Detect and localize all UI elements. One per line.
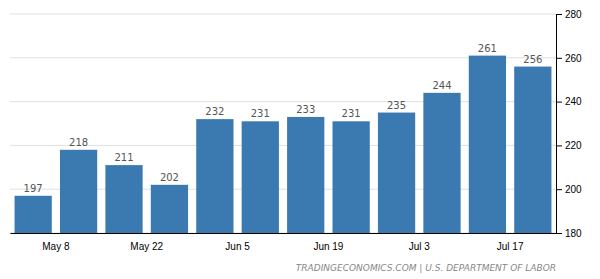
data-label: 232: [205, 106, 224, 117]
data-label: 197: [24, 183, 43, 194]
bar: [423, 93, 460, 233]
data-label: 211: [114, 152, 133, 163]
data-label: 231: [342, 108, 361, 119]
y-tick: 280: [556, 9, 582, 20]
bar: [378, 113, 415, 233]
bar: [196, 119, 233, 233]
x-tick-label: May 22: [130, 241, 163, 252]
y-tick-mark: [556, 233, 562, 234]
x-axis-line: [11, 233, 557, 234]
data-label: 218: [69, 137, 88, 148]
x-tick-label: Jul 3: [409, 241, 431, 252]
y-tick-label: 280: [565, 9, 582, 20]
y-tick: 260: [556, 53, 582, 64]
data-label: 202: [160, 172, 179, 183]
x-tick: Jun 5: [225, 241, 250, 252]
x-tick: May 8: [42, 241, 70, 252]
bar: [469, 56, 506, 233]
x-tick-label: May 8: [42, 241, 70, 252]
plot: 197 218 211 202 232 231 233 231 235 244 261 256 180 2…: [10, 9, 582, 279]
bar: [514, 67, 551, 233]
data-labels: 197 218 211 202 232 231 233 231 235 244 261 256: [24, 43, 543, 194]
x-tick: Jun 19: [313, 241, 343, 252]
x-tick-label: Jun 19: [313, 241, 343, 252]
data-label: 256: [523, 54, 542, 65]
x-tick-label: Jun 5: [225, 241, 250, 252]
y-tick: 200: [556, 184, 582, 195]
y-tick-label: 240: [565, 96, 582, 107]
y-tick-mark: [556, 189, 562, 190]
y-tick: 220: [556, 140, 582, 151]
bar: [105, 165, 142, 233]
bar: [287, 117, 324, 233]
bar: [242, 121, 279, 233]
y-tick-mark: [556, 14, 562, 15]
y-tick-label: 180: [565, 228, 582, 239]
x-tick: May 22: [130, 241, 163, 252]
y-tick: 240: [556, 96, 582, 107]
bar: [333, 121, 370, 233]
y-tick: 180: [556, 228, 582, 239]
grid-line: [10, 14, 556, 15]
y-tick-label: 260: [565, 53, 582, 64]
footer: TRADINGECONOMICS.COM | U.S. DEPARTMENT O…: [296, 263, 556, 273]
x-tick: Jul 3: [409, 241, 431, 252]
x-tick: Jul 17: [497, 241, 524, 252]
bar: [60, 150, 97, 233]
bars: [15, 56, 552, 233]
y-axis: 180 200 220 240 260 280: [556, 9, 582, 239]
x-axis: May 8 May 22 Jun 5 Jun 19 Jul 3 Jul 17: [11, 234, 557, 253]
data-label: 235: [387, 100, 406, 111]
y-tick-label: 200: [565, 184, 582, 195]
data-label: 231: [251, 108, 270, 119]
data-label: 244: [432, 80, 451, 91]
y-tick-label: 220: [565, 140, 582, 151]
y-axis-line: [557, 15, 563, 234]
bar: [151, 185, 188, 233]
x-tick-label: Jul 17: [497, 241, 524, 252]
y-tick-mark: [556, 58, 562, 59]
data-label: 261: [478, 43, 497, 54]
data-label: 233: [296, 104, 315, 115]
chart: 197 218 211 202 232 231 233 231 235 244 261 256 180 2…: [0, 0, 600, 279]
y-tick-mark: [556, 145, 562, 146]
y-tick-mark: [556, 102, 562, 103]
bar: [15, 196, 52, 233]
